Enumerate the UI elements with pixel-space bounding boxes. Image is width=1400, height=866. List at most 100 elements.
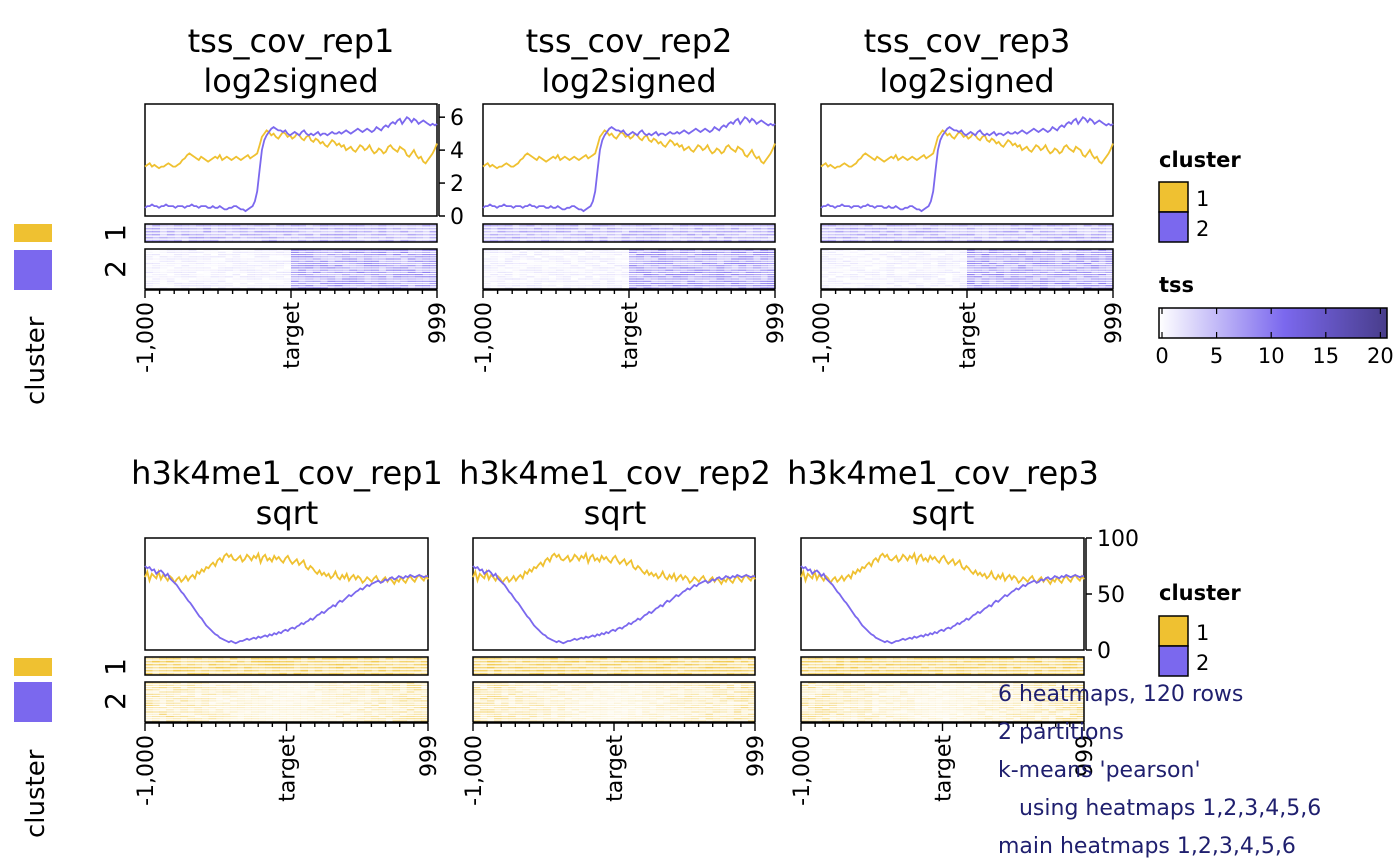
- heatmap-cell: [731, 236, 739, 239]
- heatmap-cell: [201, 666, 209, 669]
- heatmap-cell: [557, 707, 565, 709]
- heatmap-cell: [218, 262, 226, 265]
- heatmap-cell: [222, 666, 231, 669]
- heatmap-cell: [429, 287, 438, 289]
- heatmap-cell: [716, 230, 725, 233]
- heatmap-cell: [687, 269, 695, 271]
- heatmap-cell: [244, 687, 252, 689]
- heatmap-cell: [564, 672, 572, 675]
- heatmap-cell: [548, 271, 557, 273]
- heatmap-cell: [650, 236, 659, 239]
- heatmap-body-cluster-2: [144, 248, 438, 290]
- heatmap-cell: [865, 281, 873, 282]
- heatmap-cell: [357, 684, 365, 686]
- heatmap-cell: [959, 249, 968, 251]
- heatmap-cell: [835, 256, 844, 258]
- heatmap-cell: [364, 260, 372, 262]
- heatmap-cell: [857, 249, 866, 251]
- heatmap-cell: [342, 258, 350, 260]
- heatmap-cell: [672, 276, 681, 278]
- profile-line-cluster-2: [482, 115, 776, 213]
- heatmap-cell: [188, 256, 197, 258]
- heatmap-cell: [901, 280, 909, 282]
- heatmap-cell: [753, 254, 761, 256]
- heatmap-cell: [159, 278, 168, 280]
- heatmap-cell: [529, 660, 537, 663]
- heatmap-cell: [501, 709, 509, 711]
- heatmap-cell: [1083, 227, 1092, 230]
- heatmap-cell: [145, 682, 153, 684]
- heatmap-cell: [159, 276, 168, 278]
- heatmap-cell: [237, 691, 245, 693]
- heatmap-cell: [716, 278, 725, 280]
- heatmap-cell: [642, 713, 650, 715]
- heatmap-cell: [694, 249, 703, 251]
- heatmap-cell: [247, 227, 255, 230]
- heatmap-cell: [508, 657, 516, 660]
- heatmap-cell: [208, 691, 217, 693]
- heatmap-cell: [577, 256, 586, 258]
- heatmap-cell: [399, 720, 408, 722]
- heatmap-cell: [251, 691, 259, 693]
- heatmap-cell: [705, 698, 713, 700]
- heatmap-cell: [232, 224, 241, 227]
- heatmap-cell: [393, 287, 401, 289]
- heatmap-cell: [663, 663, 671, 666]
- heatmap-cell: [886, 251, 895, 253]
- heatmap-cell: [334, 224, 343, 227]
- heatmap-cell: [305, 227, 314, 230]
- heatmap-cell: [371, 711, 379, 713]
- heatmap-cell: [232, 256, 241, 258]
- heatmap-cell: [194, 660, 202, 663]
- heatmap-cell: [599, 276, 608, 278]
- heatmap-cell: [857, 269, 866, 271]
- heatmap-cell: [258, 660, 266, 663]
- heatmap-cell: [607, 254, 615, 256]
- heatmap-cell: [166, 262, 175, 265]
- heatmap-cell: [357, 657, 365, 660]
- heatmap-cell: [967, 224, 975, 227]
- heatmap-cell: [225, 252, 233, 253]
- heatmap-cell: [872, 250, 880, 251]
- heatmap-cell: [269, 230, 277, 233]
- heatmap-cell: [522, 707, 530, 709]
- profile-line-cluster-2: [820, 115, 1114, 213]
- heatmap-cell: [1061, 276, 1070, 278]
- heatmap-cell: [665, 260, 674, 262]
- heatmap-cell: [208, 700, 217, 702]
- heatmap-cell: [821, 285, 829, 287]
- heatmap-cell: [1054, 287, 1063, 289]
- heatmap-cell: [174, 287, 182, 289]
- heatmap-cell: [650, 267, 659, 269]
- heatmap-cell: [585, 691, 594, 693]
- heatmap-cell: [915, 224, 924, 227]
- heatmap-cell: [336, 695, 344, 698]
- heatmap-cell: [1098, 233, 1106, 236]
- heatmap-cell: [399, 666, 408, 669]
- heatmap-cell: [181, 260, 190, 262]
- heatmap-cell: [850, 272, 858, 273]
- heatmap-cell: [670, 660, 678, 663]
- heatmap-cell: [1018, 282, 1026, 285]
- heatmap-cell: [828, 274, 836, 276]
- heatmap-cell: [180, 663, 188, 666]
- heatmap-cell: [621, 251, 630, 253]
- heatmap-cell: [865, 270, 873, 271]
- heatmap-cell: [672, 236, 681, 239]
- heatmap-cell: [501, 698, 509, 700]
- heatmap-cell: [607, 698, 615, 700]
- heatmap-cell: [286, 657, 294, 660]
- heatmap-cell: [923, 262, 931, 265]
- heatmap-cell: [643, 258, 652, 260]
- heatmap-cell: [680, 251, 688, 253]
- heatmap-cell: [578, 709, 587, 711]
- heatmap-cell: [886, 282, 895, 285]
- heatmap-cell: [599, 249, 608, 251]
- heatmap-cell: [173, 709, 181, 711]
- heatmap-cell: [740, 698, 749, 700]
- heatmap-cell: [835, 265, 844, 267]
- heatmap-cell: [293, 663, 301, 666]
- heatmap-cell: [210, 285, 219, 287]
- heatmap-cell: [821, 262, 829, 265]
